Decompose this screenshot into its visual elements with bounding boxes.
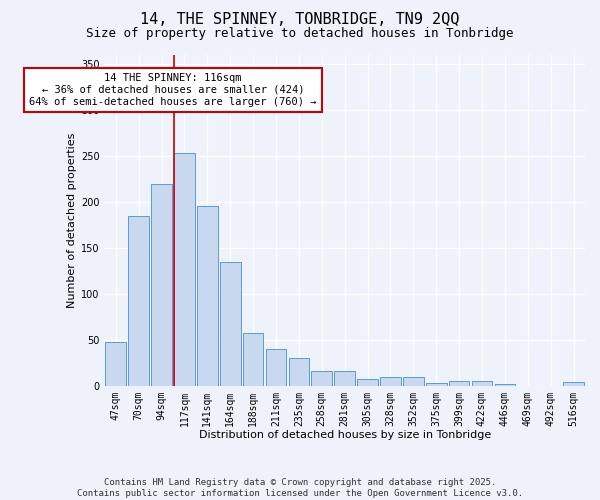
Bar xyxy=(334,371,355,386)
Bar xyxy=(472,381,492,386)
Bar xyxy=(380,376,401,386)
Text: 14 THE SPINNEY: 116sqm
← 36% of detached houses are smaller (424)
64% of semi-de: 14 THE SPINNEY: 116sqm ← 36% of detached… xyxy=(29,74,317,106)
Bar xyxy=(197,206,218,386)
Bar xyxy=(128,216,149,386)
Bar xyxy=(289,358,309,386)
Bar xyxy=(426,383,446,386)
Text: 14, THE SPINNEY, TONBRIDGE, TN9 2QQ: 14, THE SPINNEY, TONBRIDGE, TN9 2QQ xyxy=(140,12,460,28)
Bar xyxy=(494,384,515,386)
Text: Contains HM Land Registry data © Crown copyright and database right 2025.
Contai: Contains HM Land Registry data © Crown c… xyxy=(77,478,523,498)
Text: Size of property relative to detached houses in Tonbridge: Size of property relative to detached ho… xyxy=(86,28,514,40)
Bar xyxy=(151,184,172,386)
Bar xyxy=(106,342,126,386)
Bar xyxy=(449,381,469,386)
Bar xyxy=(563,382,584,386)
Bar xyxy=(357,380,378,386)
Bar xyxy=(311,371,332,386)
Bar xyxy=(403,376,424,386)
X-axis label: Distribution of detached houses by size in Tonbridge: Distribution of detached houses by size … xyxy=(199,430,491,440)
Bar xyxy=(174,154,195,386)
Bar xyxy=(266,349,286,386)
Y-axis label: Number of detached properties: Number of detached properties xyxy=(67,132,77,308)
Bar xyxy=(220,262,241,386)
Bar xyxy=(243,334,263,386)
